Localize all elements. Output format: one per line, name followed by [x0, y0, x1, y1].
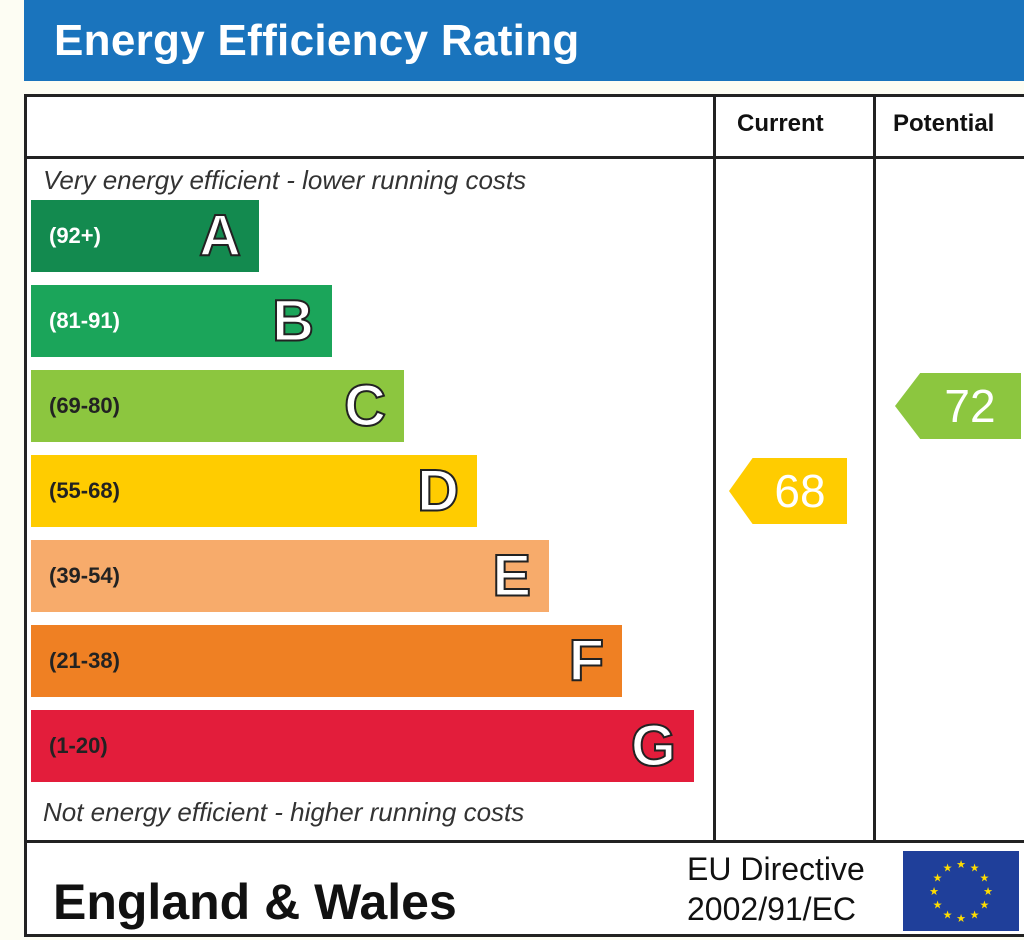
potential-rating-arrow: 72	[895, 373, 1021, 439]
directive-line-1: EU Directive	[687, 851, 865, 887]
eu-star-icon: ★	[979, 900, 989, 912]
band-range-label: (81-91)	[49, 308, 120, 333]
eu-star-icon: ★	[970, 863, 980, 875]
eu-star-icon: ★	[983, 886, 993, 898]
potential-column-divider	[873, 97, 876, 840]
rating-chart: Current Potential Very energy efficient …	[24, 94, 1024, 937]
rating-band-d: (55-68) D	[31, 455, 477, 527]
band-range-label: (55-68)	[49, 478, 120, 503]
header-row-divider	[27, 156, 1024, 159]
eu-star-icon: ★	[933, 900, 943, 912]
current-rating-arrow: 68	[729, 458, 847, 524]
potential-rating-value: 72	[944, 380, 996, 432]
current-column-label: Current	[737, 110, 824, 137]
eu-star-icon: ★	[970, 909, 980, 921]
footer: England & Wales EU Directive 2002/91/EC …	[27, 843, 1024, 937]
band-letter-label: B	[271, 288, 315, 355]
band-range-label: (92+)	[49, 223, 101, 248]
band-range-label: (21-38)	[49, 648, 120, 673]
eu-star-icon: ★	[929, 886, 939, 898]
current-rating-value: 68	[774, 465, 826, 517]
rating-band-c: (69-80) C	[31, 370, 404, 442]
band-letter-label: G	[630, 713, 677, 780]
inefficient-note: Not energy efficient - higher running co…	[43, 797, 525, 827]
rating-band-g: (1-20) G	[31, 710, 694, 782]
eu-star-icon: ★	[956, 859, 966, 871]
current-column-divider	[713, 97, 716, 840]
rating-band-a: (92+) A	[31, 200, 259, 272]
band-letter-label: A	[198, 203, 242, 270]
potential-column-label: Potential	[893, 110, 995, 137]
band-letter-label: D	[416, 458, 460, 525]
eu-directive: EU Directive 2002/91/EC	[687, 849, 887, 929]
rating-band-b: (81-91) B	[31, 285, 332, 357]
directive-line-2: 2002/91/EC	[687, 891, 857, 927]
eu-star-icon: ★	[979, 873, 989, 885]
rating-band-e: (39-54) E	[31, 540, 549, 612]
efficient-note: Very energy efficient - lower running co…	[43, 165, 527, 195]
band-range-label: (69-80)	[49, 393, 120, 418]
eu-star-icon: ★	[943, 863, 953, 875]
band-letter-label: F	[568, 628, 605, 695]
page-title: Energy Efficiency Rating	[54, 16, 580, 65]
eu-flag-icon: ★ ★ ★ ★ ★ ★ ★ ★ ★ ★ ★ ★	[903, 851, 1019, 931]
region-label: England & Wales	[53, 874, 457, 930]
band-letter-label: E	[491, 543, 532, 610]
footer-row-divider	[27, 840, 1024, 843]
eu-star-icon: ★	[956, 913, 966, 925]
rating-band-f: (21-38) F	[31, 625, 622, 697]
eu-star-icon: ★	[943, 909, 953, 921]
header-bar: Energy Efficiency Rating	[24, 0, 1024, 81]
band-range-label: (39-54)	[49, 563, 120, 588]
band-letter-label: C	[343, 373, 387, 440]
band-range-label: (1-20)	[49, 733, 108, 758]
eu-star-icon: ★	[933, 873, 943, 885]
